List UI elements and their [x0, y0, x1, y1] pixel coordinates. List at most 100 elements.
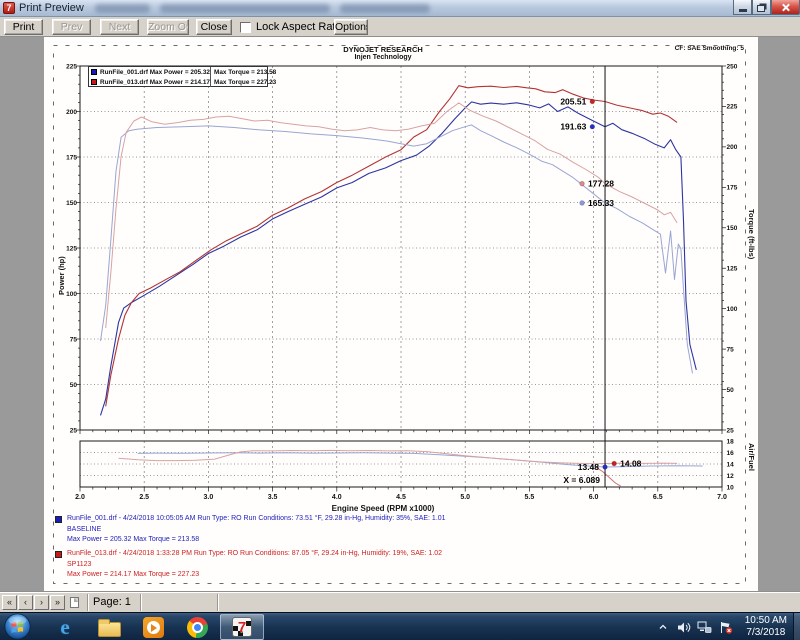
next-button[interactable]: Next	[100, 19, 139, 35]
window-title: Print Preview	[19, 2, 84, 14]
next-page-button[interactable]: ›	[34, 595, 49, 610]
first-page-button[interactable]: «	[2, 595, 17, 610]
torque-tick-label: 250	[727, 63, 738, 70]
run1-line3: Max Power = 205.32 Max Torque = 213.58	[67, 536, 200, 543]
tray-expand-icon[interactable]	[655, 619, 671, 635]
print-preview-area: 225 200 175 150 125 100 75 50 25 250 225 200 175 150 1…	[0, 37, 800, 592]
statusbar-separator	[87, 594, 88, 611]
taskbar-item-winpep-active[interactable]: 7	[220, 614, 264, 640]
network-icon[interactable]	[697, 619, 713, 635]
run2-line2: SP1123	[67, 560, 92, 568]
media-player-icon	[142, 617, 164, 638]
rpm-tick-label: 2.5	[139, 494, 149, 501]
minimize-button[interactable]	[733, 0, 752, 15]
airfuel-axis-title: Air/Fuel	[747, 443, 756, 471]
power-tick-label: 100	[66, 291, 77, 298]
toolbar: Print Prev Next Zoom Out Close Lock Aspe…	[0, 17, 800, 37]
prev-button[interactable]: Prev	[52, 19, 91, 35]
taskbar-item-chrome[interactable]	[180, 615, 214, 640]
redacted-title-text	[340, 4, 430, 13]
options-button[interactable]: Options	[334, 19, 368, 35]
taskbar-clock[interactable]: 10:50 AM 7/3/2018	[739, 615, 793, 639]
series-RunFile_013-AF-cutoff	[595, 466, 621, 487]
x-axis-title: Engine Speed (RPM x1000)	[331, 504, 435, 513]
series-RunFile_001-Torque	[100, 124, 693, 374]
torque-tick-label: 100	[727, 306, 738, 313]
restore-button[interactable]	[752, 0, 771, 15]
lock-aspect-ratio-label: Lock Aspect Ratio	[256, 21, 345, 33]
run1-line1: RunFile_001.drf - 4/24/2018 10:05:05 AM …	[67, 515, 446, 522]
cursor-value-label: 177.28	[588, 179, 614, 189]
prev-page-button[interactable]: ‹	[18, 595, 33, 610]
taskbar-item-media-player[interactable]	[136, 615, 170, 640]
rpm-tick-label: 6.5	[653, 494, 663, 501]
taskbar-item-explorer[interactable]	[92, 615, 126, 640]
rpm-tick-label: 4.0	[332, 494, 342, 501]
power-tick-label: 225	[66, 63, 77, 70]
close-window-button[interactable]	[771, 0, 800, 15]
af-tick-label: 12	[727, 473, 735, 480]
cursor-value-label: 14.08	[620, 459, 642, 469]
series-RunFile_013-Power	[105, 85, 678, 407]
run2-line3: Max Power = 214.17 Max Torque = 227.23	[67, 571, 200, 578]
cursor-x-label: X = 6.089	[563, 475, 600, 485]
taskbar: e 7	[0, 612, 800, 640]
series-RunFile_001-Power	[99, 101, 697, 416]
cursor-dot	[589, 123, 596, 130]
cursor-dot	[579, 200, 585, 206]
statusbar-separator	[217, 594, 218, 611]
show-desktop-button[interactable]	[793, 613, 800, 640]
cursor-dot	[579, 180, 585, 187]
legend-run2-power: RunFile_013.drf Max Power = 214.17	[100, 78, 210, 86]
close-preview-button[interactable]: Close	[196, 19, 232, 35]
torque-tick-label: 150	[727, 225, 738, 232]
app-icon: 7	[3, 2, 15, 14]
cursor-dot	[589, 98, 596, 105]
volume-icon[interactable]	[676, 619, 692, 635]
clock-date: 7/3/2018	[746, 627, 786, 638]
rpm-tick-label: 3.0	[204, 494, 214, 501]
folder-icon	[97, 619, 121, 637]
series-RunFile_013-AF	[118, 449, 678, 465]
power-tick-label: 200	[66, 109, 77, 116]
torque-tick-label: 225	[727, 104, 738, 111]
action-center-flag-icon[interactable]	[718, 619, 734, 635]
cursor-dot	[611, 460, 617, 467]
page-margin-guide	[53, 45, 746, 584]
power-tick-label: 150	[66, 200, 77, 207]
system-tray: 10:50 AM 7/3/2018	[655, 613, 793, 640]
rpm-tick-label: 4.5	[396, 494, 406, 501]
cursor-value-label: 13.48	[578, 462, 600, 472]
smoothing-note: CF: SAE Smoothing: 5	[674, 45, 744, 52]
start-button[interactable]	[4, 613, 31, 640]
legend-swatch-run1	[91, 69, 97, 75]
chrome-icon	[186, 617, 208, 638]
print-button[interactable]: Print	[4, 19, 43, 35]
windows-logo-icon	[4, 613, 31, 640]
last-page-button[interactable]: »	[50, 595, 65, 610]
lock-aspect-ratio-checkbox[interactable]	[240, 22, 251, 33]
torque-tick-label: 125	[727, 266, 738, 273]
torque-tick-label: 50	[727, 387, 735, 394]
window-controls	[733, 0, 800, 15]
torque-axis-title: Torque (ft-lbs)	[747, 209, 756, 260]
winpep-icon: 7	[232, 617, 252, 637]
taskbar-item-internet-explorer[interactable]: e	[48, 615, 82, 640]
zoom-out-button[interactable]: Zoom Out	[147, 19, 189, 35]
run1-summary: RunFile_001.drf - 4/24/2018 10:05:05 AM …	[55, 514, 446, 546]
internet-explorer-icon: e	[60, 615, 70, 639]
report-header-line1: DYNOJET RESEARCH	[343, 45, 423, 54]
power-tick-label: 25	[70, 427, 78, 434]
redacted-title-text	[95, 4, 150, 13]
dyno-chart: 225 200 175 150 125 100 75 50 25 250 225 200 175 150 1…	[53, 45, 746, 584]
rpm-tick-label: 5.5	[525, 494, 535, 501]
cursor-dot	[602, 464, 608, 470]
cursor-value-label: 165.33	[588, 198, 614, 208]
torque-tick-label: 75	[727, 346, 735, 353]
legend-run2-torque: Max Torque = 227.23	[210, 77, 276, 87]
page-setup-icon[interactable]	[70, 597, 79, 608]
run2-line1: RunFile_013.drf - 4/24/2018 1:33:28 PM R…	[67, 550, 443, 557]
power-axis-title: Power (hp)	[57, 256, 66, 295]
cursor-value-label: 205.51	[560, 96, 586, 106]
